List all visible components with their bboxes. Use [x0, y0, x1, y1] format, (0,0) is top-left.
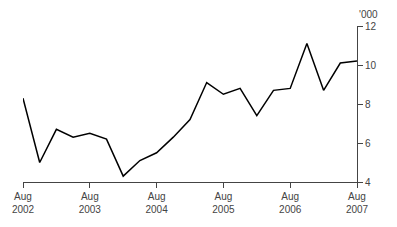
- svg-text:Aug2005: Aug2005: [212, 191, 235, 215]
- svg-text:'000: '000: [359, 9, 378, 20]
- svg-text:4: 4: [365, 177, 371, 188]
- svg-text:8: 8: [365, 99, 371, 110]
- svg-text:6: 6: [365, 138, 371, 149]
- svg-text:Aug2003: Aug2003: [79, 191, 102, 215]
- svg-text:12: 12: [365, 21, 377, 32]
- svg-text:Aug2006: Aug2006: [279, 191, 302, 215]
- svg-text:Aug2002: Aug2002: [12, 191, 35, 215]
- svg-text:Aug2004: Aug2004: [145, 191, 168, 215]
- svg-text:10: 10: [365, 60, 377, 71]
- svg-text:Aug2007: Aug2007: [346, 191, 369, 215]
